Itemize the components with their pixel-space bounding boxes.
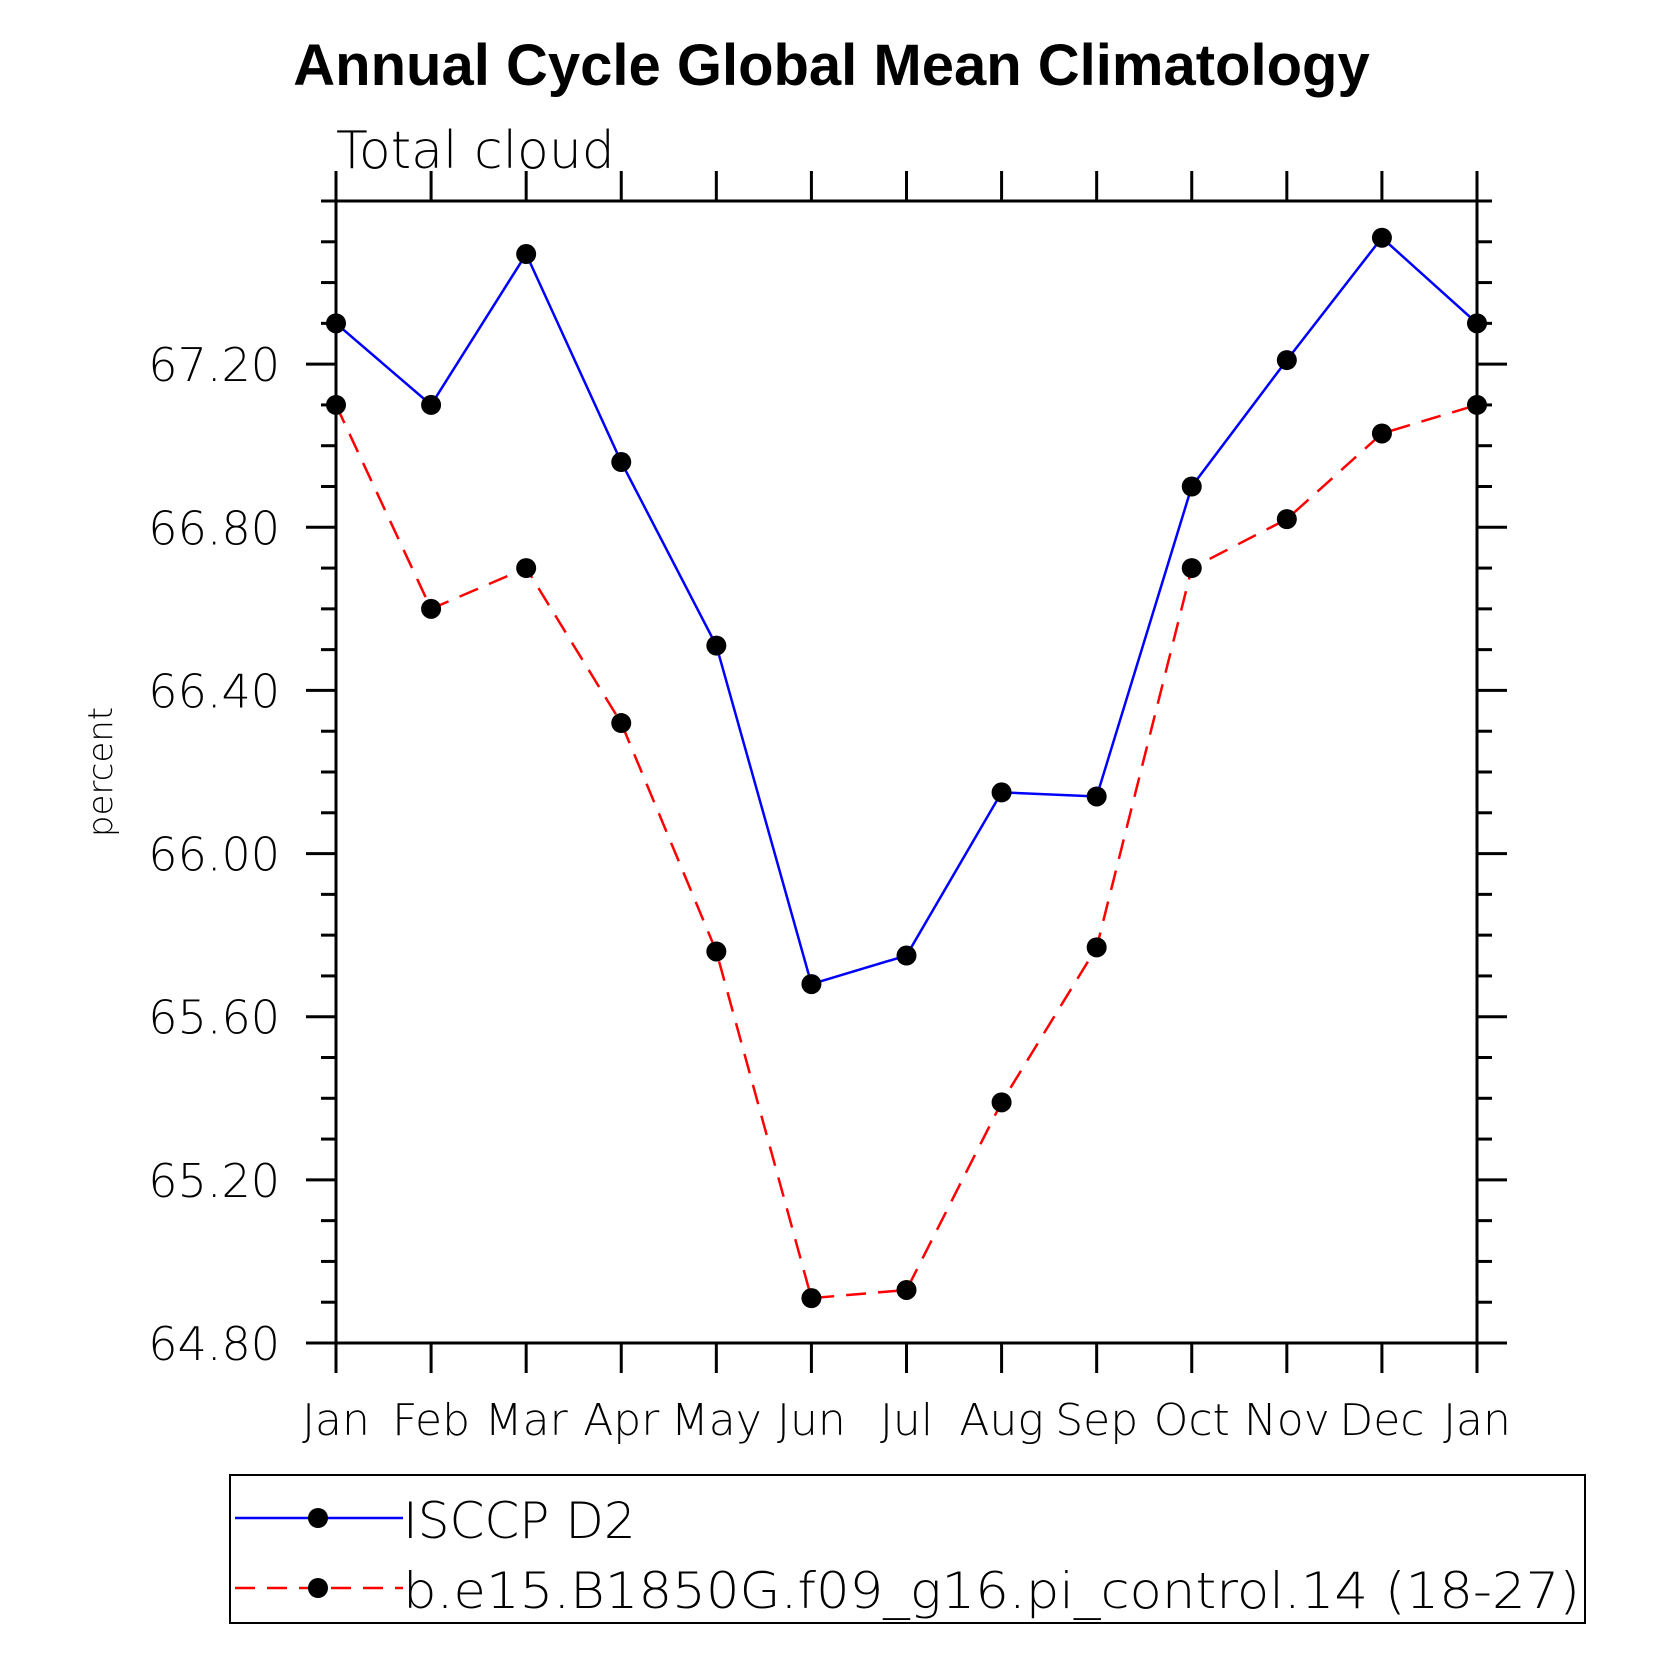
- data-point: [1086, 786, 1107, 807]
- legend-box: [229, 1474, 1586, 1624]
- y-tick-label: 67.20: [148, 338, 280, 392]
- x-tick-label: Mar: [485, 1395, 569, 1446]
- data-point: [516, 558, 537, 579]
- data-point: [1371, 423, 1392, 444]
- y-tick-labels: 64.80 65.20 65.60 66.00 66.40 66.80 67.20: [148, 338, 280, 1371]
- data-point: [896, 1279, 917, 1300]
- series-2: [326, 394, 1487, 1309]
- chart-subtitle: Total cloud: [336, 121, 615, 181]
- data-point: [1086, 937, 1107, 958]
- series-group: [326, 227, 1487, 1309]
- data-point: [1467, 394, 1487, 415]
- x-tick-labels: Jan Feb Mar Apr May Jun Jul Aug Sep Oct Nov Dec Jan: [302, 1395, 1511, 1446]
- x-tick-label: Jan: [302, 1395, 370, 1446]
- data-point: [991, 1092, 1012, 1113]
- x-tick-label: Oct: [1154, 1395, 1230, 1446]
- y-tick-label: 65.60: [148, 991, 280, 1045]
- x-tick-label: Jun: [777, 1395, 846, 1446]
- data-point: [1276, 509, 1297, 530]
- chart-title: Annual Cycle Global Mean Climatology: [293, 33, 1370, 98]
- data-point: [326, 394, 346, 415]
- y-tick-label: 65.20: [148, 1154, 280, 1208]
- series-1: [326, 227, 1487, 995]
- legend-entry-isccp: ISCCP D2: [235, 1492, 636, 1550]
- data-point: [611, 452, 632, 473]
- data-point: [1181, 476, 1202, 497]
- axis-ticks: [306, 171, 1507, 1373]
- x-tick-label: May: [671, 1395, 762, 1446]
- y-tick-label: 66.40: [148, 664, 280, 718]
- x-tick-label: Jul: [880, 1395, 933, 1446]
- legend-label-model: b.e15.B1850G.f09_g16.pi_control.14 (18-2…: [403, 1562, 1580, 1620]
- x-tick-label: Apr: [583, 1395, 660, 1446]
- data-point: [801, 1288, 822, 1309]
- x-tick-label: Dec: [1339, 1395, 1424, 1446]
- data-point: [896, 945, 917, 966]
- legend-marker-model: [308, 1578, 328, 1598]
- data-point: [516, 244, 537, 265]
- data-point: [326, 313, 346, 334]
- data-point: [1276, 350, 1297, 371]
- series-line: [334, 403, 1478, 1300]
- x-tick-label: Jan: [1443, 1395, 1511, 1446]
- data-point: [1181, 558, 1202, 579]
- y-tick-label: 64.80: [148, 1317, 280, 1371]
- legend-marker-isccp: [308, 1508, 328, 1528]
- data-point: [1371, 227, 1392, 248]
- x-tick-label: Feb: [392, 1395, 470, 1446]
- data-point: [1467, 313, 1487, 334]
- legend-label-isccp: ISCCP D2: [403, 1492, 636, 1550]
- data-point: [421, 394, 442, 415]
- x-tick-label: Aug: [959, 1395, 1043, 1446]
- x-tick-label: Sep: [1055, 1395, 1138, 1446]
- y-axis-label: percent: [81, 707, 121, 837]
- data-point: [706, 941, 727, 962]
- data-point: [421, 598, 442, 619]
- data-point: [801, 974, 822, 995]
- legend-entry-model: b.e15.B1850G.f09_g16.pi_control.14 (18-2…: [235, 1562, 1580, 1620]
- data-point: [991, 782, 1012, 803]
- plot-frame: [334, 199, 1479, 1345]
- y-tick-label: 66.80: [148, 501, 280, 555]
- data-point: [611, 713, 632, 734]
- y-tick-label: 66.00: [148, 828, 280, 882]
- data-point: [706, 635, 727, 656]
- x-tick-label: Nov: [1244, 1395, 1330, 1446]
- series-line: [335, 235, 1478, 986]
